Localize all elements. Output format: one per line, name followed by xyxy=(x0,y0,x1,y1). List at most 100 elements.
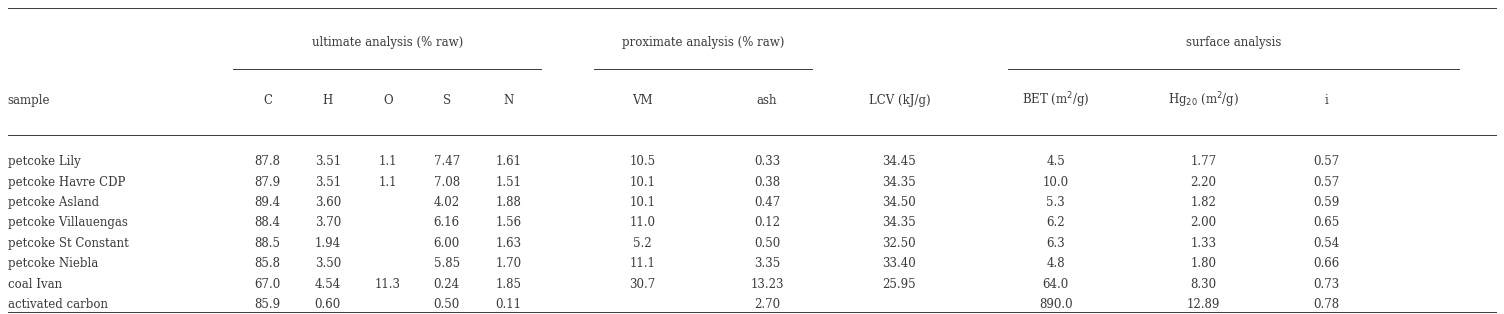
Text: 34.35: 34.35 xyxy=(883,176,916,189)
Text: proximate analysis (% raw): proximate analysis (% raw) xyxy=(623,36,784,49)
Text: 11.3: 11.3 xyxy=(374,278,402,291)
Text: 4.54: 4.54 xyxy=(314,278,341,291)
Text: 3.35: 3.35 xyxy=(754,257,781,270)
Text: 32.50: 32.50 xyxy=(883,237,916,250)
Text: surface analysis: surface analysis xyxy=(1185,36,1281,49)
Text: petcoke Niebla: petcoke Niebla xyxy=(8,257,98,270)
Text: 1.85: 1.85 xyxy=(495,278,522,291)
Text: 2.70: 2.70 xyxy=(754,298,781,311)
Text: 7.47: 7.47 xyxy=(433,155,460,168)
Text: 88.4: 88.4 xyxy=(254,216,281,230)
Text: BET (m$^2$/g): BET (m$^2$/g) xyxy=(1023,91,1089,110)
Text: 3.50: 3.50 xyxy=(314,257,341,270)
Text: 11.1: 11.1 xyxy=(629,257,656,270)
Text: 2.00: 2.00 xyxy=(1190,216,1217,230)
Text: 64.0: 64.0 xyxy=(1042,278,1069,291)
Text: 0.11: 0.11 xyxy=(495,298,522,311)
Text: 3.70: 3.70 xyxy=(314,216,341,230)
Text: 13.23: 13.23 xyxy=(750,278,784,291)
Text: 8.30: 8.30 xyxy=(1190,278,1217,291)
Text: 85.9: 85.9 xyxy=(254,298,281,311)
Text: 0.78: 0.78 xyxy=(1313,298,1340,311)
Text: 34.35: 34.35 xyxy=(883,216,916,230)
Text: 6.16: 6.16 xyxy=(433,216,460,230)
Text: petcoke Asland: petcoke Asland xyxy=(8,196,99,209)
Text: 0.12: 0.12 xyxy=(754,216,781,230)
Text: i: i xyxy=(1325,94,1328,107)
Text: 1.63: 1.63 xyxy=(495,237,522,250)
Text: 0.65: 0.65 xyxy=(1313,216,1340,230)
Text: 10.5: 10.5 xyxy=(629,155,656,168)
Text: 0.59: 0.59 xyxy=(1313,196,1340,209)
Text: 1.80: 1.80 xyxy=(1190,257,1217,270)
Text: activated carbon: activated carbon xyxy=(8,298,107,311)
Text: 10.0: 10.0 xyxy=(1042,176,1069,189)
Text: 11.0: 11.0 xyxy=(629,216,656,230)
Text: 4.8: 4.8 xyxy=(1047,257,1065,270)
Text: 4.02: 4.02 xyxy=(433,196,460,209)
Text: ultimate analysis (% raw): ultimate analysis (% raw) xyxy=(311,36,463,49)
Text: petcoke St Constant: petcoke St Constant xyxy=(8,237,128,250)
Text: 0.50: 0.50 xyxy=(754,237,781,250)
Text: petcoke Havre CDP: petcoke Havre CDP xyxy=(8,176,125,189)
Text: H: H xyxy=(323,94,332,107)
Text: LCV (kJ/g): LCV (kJ/g) xyxy=(869,94,929,107)
Text: 67.0: 67.0 xyxy=(254,278,281,291)
Text: 1.1: 1.1 xyxy=(379,176,397,189)
Text: 7.08: 7.08 xyxy=(433,176,460,189)
Text: 33.40: 33.40 xyxy=(883,257,916,270)
Text: 1.94: 1.94 xyxy=(314,237,341,250)
Text: 2.20: 2.20 xyxy=(1190,176,1217,189)
Text: 0.38: 0.38 xyxy=(754,176,781,189)
Text: 87.9: 87.9 xyxy=(254,176,281,189)
Text: 0.33: 0.33 xyxy=(754,155,781,168)
Text: 5.85: 5.85 xyxy=(433,257,460,270)
Text: sample: sample xyxy=(8,94,50,107)
Text: C: C xyxy=(263,94,272,107)
Text: O: O xyxy=(384,94,393,107)
Text: 0.50: 0.50 xyxy=(433,298,460,311)
Text: 3.60: 3.60 xyxy=(314,196,341,209)
Text: 0.24: 0.24 xyxy=(433,278,460,291)
Text: 0.73: 0.73 xyxy=(1313,278,1340,291)
Text: 10.1: 10.1 xyxy=(629,176,656,189)
Text: N: N xyxy=(504,94,513,107)
Text: VM: VM xyxy=(632,94,653,107)
Text: 1.56: 1.56 xyxy=(495,216,522,230)
Text: 1.1: 1.1 xyxy=(379,155,397,168)
Text: 6.2: 6.2 xyxy=(1047,216,1065,230)
Text: 12.89: 12.89 xyxy=(1187,298,1220,311)
Text: 25.95: 25.95 xyxy=(883,278,916,291)
Text: 1.88: 1.88 xyxy=(495,196,522,209)
Text: S: S xyxy=(442,94,451,107)
Text: 890.0: 890.0 xyxy=(1039,298,1072,311)
Text: 1.51: 1.51 xyxy=(495,176,522,189)
Text: 87.8: 87.8 xyxy=(254,155,281,168)
Text: 6.3: 6.3 xyxy=(1047,237,1065,250)
Text: 10.1: 10.1 xyxy=(629,196,656,209)
Text: 0.60: 0.60 xyxy=(314,298,341,311)
Text: 88.5: 88.5 xyxy=(254,237,281,250)
Text: 5.3: 5.3 xyxy=(1047,196,1065,209)
Text: 1.70: 1.70 xyxy=(495,257,522,270)
Text: 30.7: 30.7 xyxy=(629,278,656,291)
Text: 1.61: 1.61 xyxy=(495,155,522,168)
Text: 5.2: 5.2 xyxy=(633,237,651,250)
Text: 3.51: 3.51 xyxy=(314,176,341,189)
Text: 0.54: 0.54 xyxy=(1313,237,1340,250)
Text: ash: ash xyxy=(757,94,778,107)
Text: 89.4: 89.4 xyxy=(254,196,281,209)
Text: petcoke Lily: petcoke Lily xyxy=(8,155,80,168)
Text: petcoke Villauengas: petcoke Villauengas xyxy=(8,216,128,230)
Text: 0.57: 0.57 xyxy=(1313,155,1340,168)
Text: 3.51: 3.51 xyxy=(314,155,341,168)
Text: 34.45: 34.45 xyxy=(883,155,916,168)
Text: 0.57: 0.57 xyxy=(1313,176,1340,189)
Text: 34.50: 34.50 xyxy=(883,196,916,209)
Text: 1.82: 1.82 xyxy=(1190,196,1217,209)
Text: 1.77: 1.77 xyxy=(1190,155,1217,168)
Text: 0.66: 0.66 xyxy=(1313,257,1340,270)
Text: 6.00: 6.00 xyxy=(433,237,460,250)
Text: 0.47: 0.47 xyxy=(754,196,781,209)
Text: 4.5: 4.5 xyxy=(1047,155,1065,168)
